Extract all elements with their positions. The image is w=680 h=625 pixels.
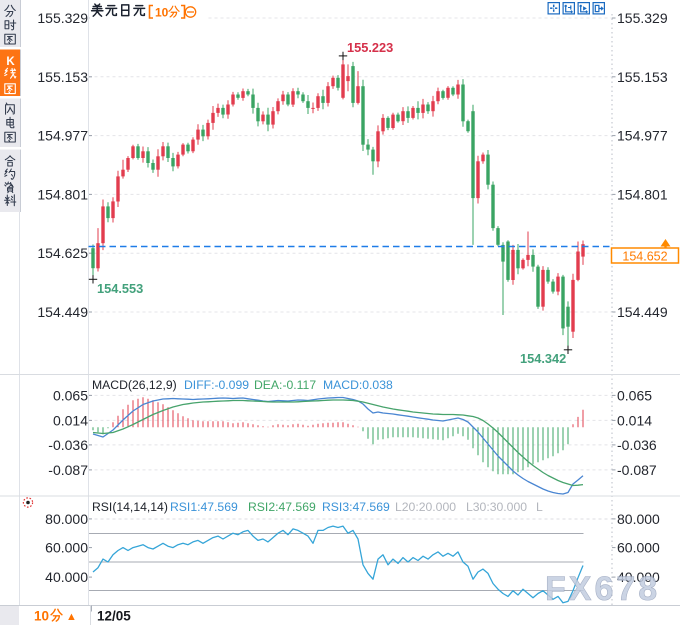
svg-text:154.342: 154.342 [520, 351, 566, 366]
svg-text:10: 10 [155, 6, 169, 20]
svg-text:155.329: 155.329 [37, 10, 88, 26]
svg-text:L20:20.000: L20:20.000 [395, 500, 456, 514]
svg-text:154.625: 154.625 [37, 245, 88, 261]
svg-text:L30:30.000: L30:30.000 [466, 500, 527, 514]
svg-text:155.329: 155.329 [617, 10, 668, 26]
svg-text:60.000: 60.000 [45, 540, 88, 556]
svg-text:-0.087: -0.087 [617, 462, 657, 478]
svg-text:154.652: 154.652 [622, 250, 667, 264]
svg-text:0.065: 0.065 [617, 387, 652, 403]
svg-text:RSI1:47.569: RSI1:47.569 [170, 500, 238, 514]
svg-text:10: 10 [34, 609, 49, 624]
svg-text:FX678: FX678 [545, 570, 660, 608]
svg-text:155.223: 155.223 [347, 40, 393, 55]
svg-text:0.014: 0.014 [617, 412, 652, 428]
svg-text:0.065: 0.065 [53, 387, 88, 403]
svg-text:80.000: 80.000 [45, 511, 88, 527]
svg-text:40.000: 40.000 [617, 569, 660, 585]
svg-text:RSI(14,14,14): RSI(14,14,14) [92, 500, 168, 514]
svg-text:154.449: 154.449 [617, 304, 668, 320]
svg-text:154.801: 154.801 [617, 186, 668, 202]
svg-text:-0.036: -0.036 [48, 437, 88, 453]
svg-text:DEA:-0.117: DEA:-0.117 [254, 378, 316, 392]
svg-text:0.014: 0.014 [53, 412, 88, 428]
svg-text:40.000: 40.000 [45, 569, 88, 585]
svg-text:154.553: 154.553 [97, 281, 143, 296]
svg-text:RSI3:47.569: RSI3:47.569 [322, 500, 390, 514]
svg-text:80.000: 80.000 [617, 511, 660, 527]
svg-text:MACD(26,12,9): MACD(26,12,9) [92, 378, 177, 392]
svg-text:12/05: 12/05 [97, 609, 131, 624]
svg-text:154.977: 154.977 [617, 128, 668, 144]
svg-text:155.153: 155.153 [617, 69, 668, 85]
svg-text:RSI2:47.569: RSI2:47.569 [248, 500, 316, 514]
svg-text:MACD:0.038: MACD:0.038 [323, 378, 393, 392]
svg-text:DIFF:-0.099: DIFF:-0.099 [184, 378, 249, 392]
svg-text:154.801: 154.801 [37, 186, 88, 202]
svg-text:60.000: 60.000 [617, 540, 660, 556]
svg-text:-0.036: -0.036 [617, 437, 657, 453]
svg-text:▲: ▲ [66, 611, 77, 623]
svg-text:154.449: 154.449 [37, 304, 88, 320]
svg-text:154.977: 154.977 [37, 128, 88, 144]
svg-text:-0.087: -0.087 [48, 462, 88, 478]
svg-text:K: K [6, 56, 15, 68]
svg-text:155.153: 155.153 [37, 69, 88, 85]
svg-text:L: L [536, 500, 543, 514]
